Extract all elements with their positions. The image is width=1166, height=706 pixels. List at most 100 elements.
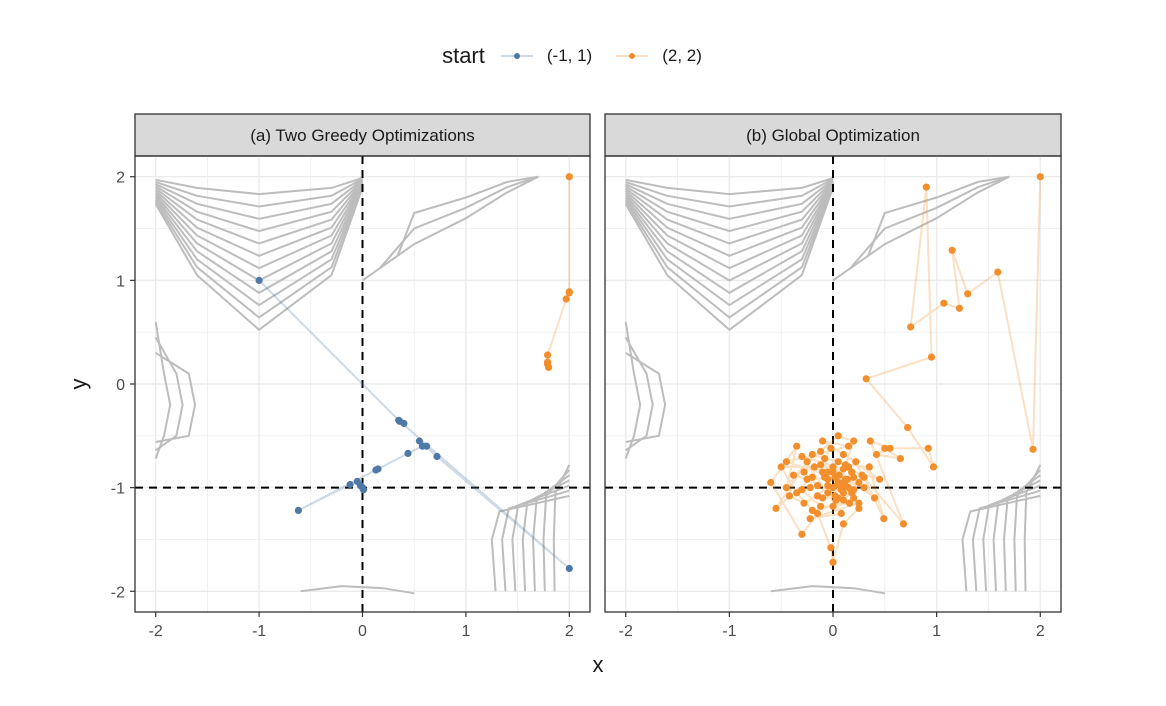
data-point [829, 558, 837, 566]
data-point [404, 449, 412, 457]
legend-item-start-1: (-1, 1) [499, 46, 592, 66]
data-point [839, 450, 848, 459]
panel-2: (b) Global Optimization -2 -1 0 1 2 [604, 113, 1062, 640]
contour-line [624, 185, 834, 307]
contour-line [155, 180, 364, 245]
data-point [862, 375, 870, 383]
contour-line [625, 180, 834, 245]
contour-line [1002, 474, 1041, 592]
panel-1: (a) Two Greedy Optimizations -2 -1 0 1 2 -2 -1 0… [111, 113, 591, 640]
data-point [790, 471, 798, 479]
contour-line [501, 489, 570, 592]
contour-line [532, 474, 570, 592]
x-tick-label: 2 [565, 623, 574, 640]
x-tick-label: 2 [1036, 623, 1045, 640]
series-line [546, 176, 571, 368]
data-point [777, 463, 785, 471]
legend-key-line-icon [500, 53, 533, 59]
data-point [839, 496, 848, 504]
contour-line [832, 175, 1010, 282]
data-point [870, 494, 879, 502]
data-point [964, 290, 972, 298]
contour-line [490, 494, 570, 592]
contour-line [155, 178, 364, 220]
data-point [813, 509, 822, 518]
data-point [927, 353, 936, 361]
data-point [855, 499, 863, 507]
x-tick-label: 0 [358, 623, 367, 640]
contour-line [624, 186, 834, 319]
data-point [808, 506, 816, 514]
contour-line [154, 186, 364, 319]
data-point [824, 482, 832, 490]
data-point [899, 520, 908, 528]
panel-strip [134, 113, 591, 157]
data-point [800, 499, 808, 507]
contour-line [624, 184, 834, 294]
y-tick-label: -2 [111, 584, 125, 601]
contour-line [154, 187, 364, 332]
contour-line [154, 184, 364, 294]
data-point [821, 473, 829, 481]
data-point [850, 437, 858, 445]
data-point [810, 463, 818, 471]
contour-line [625, 179, 834, 233]
data-point [866, 437, 874, 445]
data-point [827, 544, 835, 552]
contour-line [624, 182, 834, 270]
data-point [1036, 173, 1044, 181]
x-tick-label: -2 [149, 623, 163, 640]
data-point [782, 458, 791, 466]
contour-line [511, 484, 570, 592]
data-point [850, 494, 858, 502]
panel-plot-area [135, 156, 590, 612]
legend-item-start-2: (2, 2) [614, 46, 702, 66]
data-point [415, 437, 423, 445]
data-point [834, 432, 842, 440]
data-point [359, 486, 368, 494]
contour-line [625, 177, 834, 196]
data-point [940, 299, 948, 307]
contour-line [992, 479, 1041, 592]
data-point [827, 444, 835, 452]
data-point [806, 484, 814, 492]
legend-key-line-icon [616, 53, 649, 59]
contour-line [521, 479, 570, 592]
contour-line [971, 489, 1041, 592]
data-point [808, 450, 816, 459]
data-point [929, 463, 938, 471]
data-point [798, 452, 806, 461]
contour-line [155, 177, 363, 196]
y-tick-label: 0 [116, 377, 125, 394]
data-point [782, 484, 791, 492]
data-point [803, 458, 811, 466]
data-point [848, 468, 856, 476]
data-point [955, 304, 964, 312]
contour-line [770, 585, 885, 595]
x-tick-label: -1 [252, 623, 266, 640]
data-point [855, 504, 863, 512]
data-point [785, 492, 794, 500]
contour-line [624, 187, 834, 332]
data-point [922, 183, 930, 191]
contour-line [155, 181, 364, 257]
data-point [544, 351, 552, 359]
data-point [396, 417, 404, 425]
data-point [872, 450, 881, 459]
data-point [565, 288, 573, 296]
data-point [565, 564, 573, 573]
data-point [346, 480, 354, 489]
data-point [565, 173, 573, 181]
data-point [924, 444, 932, 452]
data-point [819, 437, 827, 445]
contour-line [154, 185, 364, 307]
data-point [839, 489, 848, 497]
data-point [772, 504, 780, 512]
data-point [994, 268, 1002, 276]
data-point [839, 520, 848, 528]
contour-line [361, 175, 539, 282]
x-tick-label: 1 [461, 623, 470, 640]
data-point [829, 463, 837, 471]
contour-line [961, 494, 1041, 592]
data-point [850, 486, 858, 494]
